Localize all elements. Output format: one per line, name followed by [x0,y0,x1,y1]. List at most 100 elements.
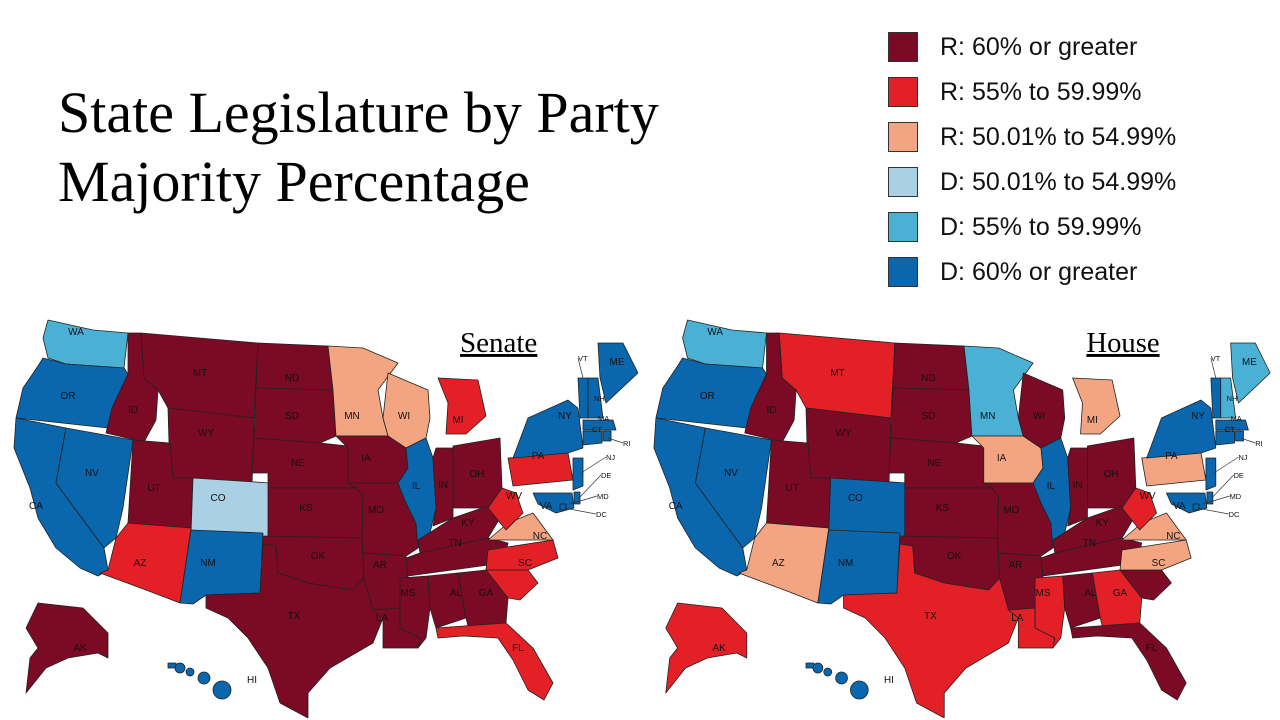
label-leader-line [578,474,602,499]
label-leader-line [563,507,597,515]
state-label-ak: AK [713,643,727,654]
state-label-la: LA [1011,613,1023,624]
legend-swatch [888,77,918,107]
state-label-ms: MS [401,588,416,599]
state-ny [1146,399,1217,459]
state-ak [665,602,748,694]
us-map-svg: Senate WA OR CA NV ID MT WY UT CO AZ NM ND SD NE KS OK TX… [13,319,639,718]
label-leader-line [580,456,607,474]
state-label-il: IL [1047,481,1056,492]
state-label-nv: NV [85,468,99,479]
title-line-2: Majority Percentage [58,149,530,214]
legend-item-d60: D: 60% or greater [888,255,1137,289]
map-title: House [1086,327,1159,359]
state-label-mt: MT [193,368,207,379]
state-label-nh: NH [1227,394,1238,403]
state-label-nm: NM [200,558,216,569]
state-label-ar: AR [1008,560,1022,571]
legend-item-d55: D: 55% to 59.99% [888,210,1142,244]
state-hi-island [212,680,232,700]
state-label-ga: GA [1113,588,1128,599]
state-wy [805,407,892,487]
state-de [1206,491,1214,505]
label-leader-line [577,357,584,379]
state-co [828,477,908,539]
state-label-nd: ND [921,373,935,384]
state-label-ct: CT [1225,425,1235,434]
state-label-ca: CA [669,501,683,512]
state-label-az: AZ [134,558,147,569]
state-label-oh: OH [470,469,485,480]
state-label-va: VA [1173,501,1186,512]
state-de [573,491,581,505]
state-wv [1121,487,1157,531]
state-label-nc: NC [1166,531,1180,542]
state-label-tx: TX [288,611,301,622]
state-ks [267,487,364,539]
state-label-nc: NC [533,531,547,542]
state-hi-island [812,662,824,674]
state-label-co: CO [848,493,863,504]
state-label-wa: WA [68,327,84,338]
state-nc [485,539,559,571]
state-va [1121,512,1187,541]
state-nj [1205,457,1217,491]
state-label-ne: NE [928,458,942,469]
legend-swatch [888,167,918,197]
label-leader-line [607,437,624,444]
state-label-ny: NY [558,411,572,422]
title-line-1: State Legislature by Party [58,80,659,145]
state-label-pa: PA [1165,451,1178,462]
state-label-sc: SC [518,558,532,569]
state-label-oh: OH [1104,469,1119,480]
state-label-wy: WY [836,428,852,439]
legend-label: D: 55% to 59.99% [940,212,1142,241]
state-label-il: IL [412,481,421,492]
state-label-wv: WV [1140,491,1156,502]
state-ct [1215,430,1235,446]
state-label-ri: RI [623,439,631,448]
state-label-in: IN [438,480,448,491]
state-label-wy: WY [198,428,214,439]
state-wy [167,407,255,487]
state-label-ca: CA [29,501,43,512]
state-label-tn: TN [1083,538,1096,549]
state-label-ma: MA [1231,414,1242,423]
state-ri [602,430,612,442]
state-label-co: CO [211,493,226,504]
legend-swatch [888,212,918,242]
state-mi [437,377,487,435]
state-ma [1215,419,1249,431]
legend-label: R: 60% or greater [940,32,1138,61]
state-label-ri: RI [1255,439,1262,448]
legend-label: R: 50.01% to 54.99% [940,122,1177,151]
state-tx [205,543,384,718]
state-nj [572,457,584,491]
state-tn [1040,537,1143,577]
state-label-sd: SD [285,411,299,422]
state-ct [582,430,603,446]
state-label-id: ID [128,405,138,416]
state-label-hi: HI [884,675,894,686]
state-sd [890,387,973,444]
legend-item-r50: R: 50.01% to 54.99% [888,120,1176,154]
state-label-nm: NM [838,558,853,569]
state-label-wi: WI [1033,411,1045,422]
state-hi-island [185,667,195,677]
state-ks [904,487,999,539]
state-label-ky: KY [1096,518,1110,529]
state-label-tx: TX [924,611,937,622]
state-nc [1119,539,1192,571]
state-label-or: OR [700,391,715,402]
state-nm [179,529,264,605]
state-ny [512,399,584,459]
state-nm [817,529,901,605]
label-leader-line [569,495,598,505]
state-label-me: ME [1242,357,1257,368]
state-hi-island [197,671,211,685]
state-label-fl: FL [1146,643,1158,654]
state-label-va: VA [540,501,553,512]
state-sd [253,387,337,444]
state-wa [682,319,767,369]
state-label-de: DE [601,471,611,480]
